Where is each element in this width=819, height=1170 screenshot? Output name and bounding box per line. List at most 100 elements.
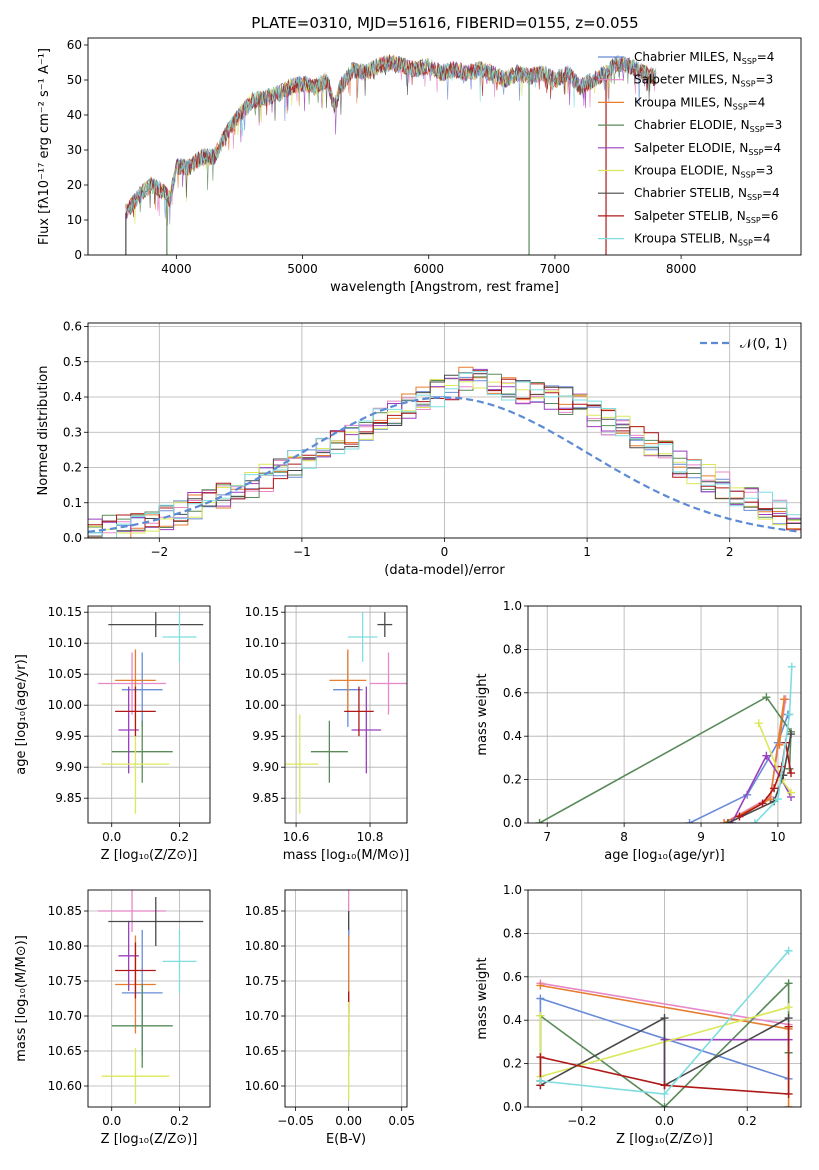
errorbar-point (344, 686, 374, 737)
x-tick-label: 7 (543, 830, 551, 844)
y-tick-label: 9.85 (55, 791, 82, 805)
x-axis-label: E(B-V) (326, 1132, 366, 1147)
y-tick-label: 0.1 (63, 496, 82, 510)
legend: 𝒩(0, 1) (700, 337, 787, 352)
spectrum-line (125, 55, 657, 215)
legend-sub: SSP (748, 148, 763, 157)
legend-label: Salpeter ELODIE, NSSP=4 (634, 141, 781, 157)
axes-frame (87, 889, 211, 1108)
panel-mass-z: 0.0 0.2 10.60 10.65 10.70 10.75 10.80 10.85 Z [l… (14, 889, 211, 1147)
errorbar-point (310, 720, 348, 783)
weight-marker (723, 819, 732, 823)
errorbar-point (370, 652, 407, 715)
axes-frame (284, 889, 408, 1108)
weight-marker (720, 819, 729, 823)
axes-frame (87, 322, 802, 539)
y-tick-label: 9.90 (252, 760, 279, 774)
weight-marker (754, 719, 763, 728)
errorbar-point (285, 714, 319, 814)
errorbar-point (377, 612, 393, 637)
histogram-step (88, 372, 801, 537)
x-tick-label: −1 (293, 545, 311, 559)
weight-marker (758, 799, 767, 808)
legend-label: Chabrier ELODIE, NSSP=3 (634, 118, 782, 134)
legend-sub: SSP (750, 125, 765, 134)
weight-line (723, 699, 785, 823)
x-tick-label: 1 (583, 545, 591, 559)
panel-mass-ebv: −0.05 0.00 0.05 10.60 10.65 10.70 10.75 10.80 10… (245, 889, 415, 1147)
legend-sub: SSP (747, 193, 762, 202)
y-tick-label: 0.0 (503, 1100, 522, 1114)
x-axis-label: Z [log₁₀(Z/Z⊙)] (101, 1132, 198, 1147)
y-tick-label: 0.6 (63, 320, 82, 334)
errorbar-point (121, 652, 163, 727)
spectrum-line (125, 54, 657, 219)
legend-label: Kroupa MILES, NSSP=4 (634, 95, 765, 111)
weight-marker (536, 981, 545, 990)
weight-marker (784, 1103, 793, 1107)
legend-name: Chabrier MILES, N (634, 50, 742, 64)
y-tick-label: 0.6 (503, 686, 522, 700)
legend-label: Salpeter STELIB, NSSP=6 (634, 209, 778, 225)
weight-line (540, 982, 789, 1026)
x-tick-label: 0 (441, 545, 449, 559)
histogram-step (88, 379, 801, 534)
weight-marker (750, 819, 759, 823)
y-axis-label: Normed distribution (36, 366, 51, 496)
x-tick-label: 0.0 (102, 830, 121, 844)
y-tick-label: 10.70 (245, 1009, 279, 1023)
x-axis-label: Z [log₁₀(Z/Z⊙)] (101, 848, 198, 863)
legend-suffix: =4 (757, 50, 775, 64)
weight-line (663, 1038, 789, 1086)
weight-line (727, 733, 792, 823)
y-axis-label: age [log₁₀(age/yr)] (14, 654, 29, 775)
y-tick-label: 9.90 (55, 760, 82, 774)
legend-label: Kroupa ELODIE, NSSP=3 (634, 164, 773, 180)
weight-marker (787, 662, 796, 671)
axes-frame (527, 605, 802, 824)
axes-frame (284, 605, 408, 824)
panel-age-z: 0.0 0.2 9.85 9.90 9.95 10.00 10.05 10.10 10.15 Z … (14, 605, 211, 863)
weight-line (731, 754, 792, 823)
x-tick-label: 10.6 (283, 830, 310, 844)
weight-marker (536, 1011, 545, 1020)
y-tick-label: 10.10 (245, 636, 279, 650)
weight-line (689, 714, 789, 823)
x-tick-label: 0.2 (170, 830, 189, 844)
y-tick-label: 10.65 (245, 1044, 279, 1058)
y-axis-label: mass weight (475, 957, 490, 1039)
plot-area (88, 890, 210, 1107)
x-tick-label: 0.05 (388, 1114, 415, 1128)
y-tick-label: 10.65 (48, 1044, 82, 1058)
legend-sub: SSP (741, 80, 756, 89)
weight-line (739, 742, 792, 818)
y-tick-label: 10.80 (245, 939, 279, 953)
errorbar-point (111, 983, 173, 1068)
y-tick-label: 9.85 (252, 791, 279, 805)
legend-label: Chabrier STELIB, NSSP=4 (634, 186, 780, 202)
weight-marker (735, 812, 744, 821)
errorbar-point (351, 686, 382, 774)
legend-sub: SSP (738, 239, 753, 248)
y-tick-label: 10.05 (245, 667, 279, 681)
errorbar-point (108, 897, 204, 946)
weight-marker (773, 795, 782, 804)
y-tick-label: 0.8 (503, 642, 522, 656)
errorbar-point (162, 612, 197, 662)
figure-title: PLATE=0310, MJD=51616, FIBERID=0155, z=0… (251, 14, 638, 32)
weight-marker (784, 1022, 793, 1031)
y-tick-label: 0.5 (63, 355, 82, 369)
y-tick-label: 0.2 (503, 1057, 522, 1071)
y-tick-label: 10.85 (245, 904, 279, 918)
weight-marker (536, 1053, 545, 1062)
weight-marker (535, 819, 544, 823)
legend-suffix: =3 (765, 118, 783, 132)
x-tick-label: 7000 (540, 262, 571, 276)
weight-line (754, 666, 793, 823)
legend-suffix: =6 (761, 209, 779, 223)
x-tick-label: 2 (726, 545, 734, 559)
y-tick-label: 0.2 (503, 773, 522, 787)
plot-area (528, 606, 801, 823)
errorbar-point (115, 686, 156, 737)
